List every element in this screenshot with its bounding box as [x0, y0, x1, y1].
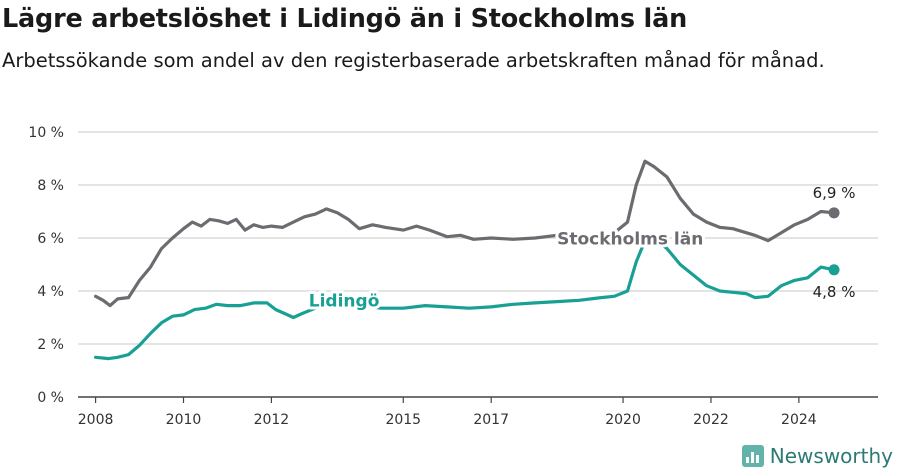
x-tick-label: 2024 [781, 412, 817, 428]
x-tick-label: 2017 [473, 412, 509, 428]
y-axis-labels: 0 % 2 % 4 % 6 % 8 % 10 % [28, 125, 64, 406]
y-tick-label: 0 % [37, 390, 64, 406]
x-tick-label: 2010 [166, 412, 202, 428]
series-label-lidingo-text: Lidingö [309, 291, 380, 311]
y-tick-label: 10 % [28, 125, 64, 141]
series-line-stockholms-lan [94, 159, 836, 308]
chart-subtitle: Arbetssökande som andel av den registerb… [2, 49, 825, 72]
series-end-point [828, 264, 840, 276]
series-lines [94, 159, 840, 361]
end-value-label: 4,8 % [813, 283, 856, 301]
x-tick-label: 2008 [78, 412, 114, 428]
x-tick-label: 2012 [254, 412, 290, 428]
series-label-stockholms-lan-text: Stockholms län [557, 230, 703, 250]
series-end-point [828, 207, 840, 219]
x-tick-label: 2020 [605, 412, 641, 428]
x-tick-label: 2022 [693, 412, 729, 428]
x-axis: 2008 2010 2012 2015 2017 2020 2022 2024 [78, 396, 878, 428]
x-tick-label: 2015 [385, 412, 421, 428]
series-line-lidingo [94, 236, 836, 361]
end-value-label: 6,9 % [813, 184, 856, 202]
y-tick-label: 6 % [37, 231, 64, 247]
newsworthy-logo: Newsworthy [741, 444, 893, 468]
y-tick-label: 2 % [37, 337, 64, 353]
y-tick-label: 8 % [37, 178, 64, 194]
grid-lines [78, 131, 878, 345]
series-label-stockholms-lan-halo: Stockholms län [557, 230, 703, 250]
bar-chart-icon [741, 445, 764, 467]
brand-name: Newsworthy [769, 444, 893, 468]
y-tick-label: 4 % [37, 284, 64, 300]
series-label-lidingo-halo: Lidingö [309, 291, 380, 311]
chart-title: Lägre arbetslöshet i Lidingö än i Stockh… [2, 4, 688, 34]
